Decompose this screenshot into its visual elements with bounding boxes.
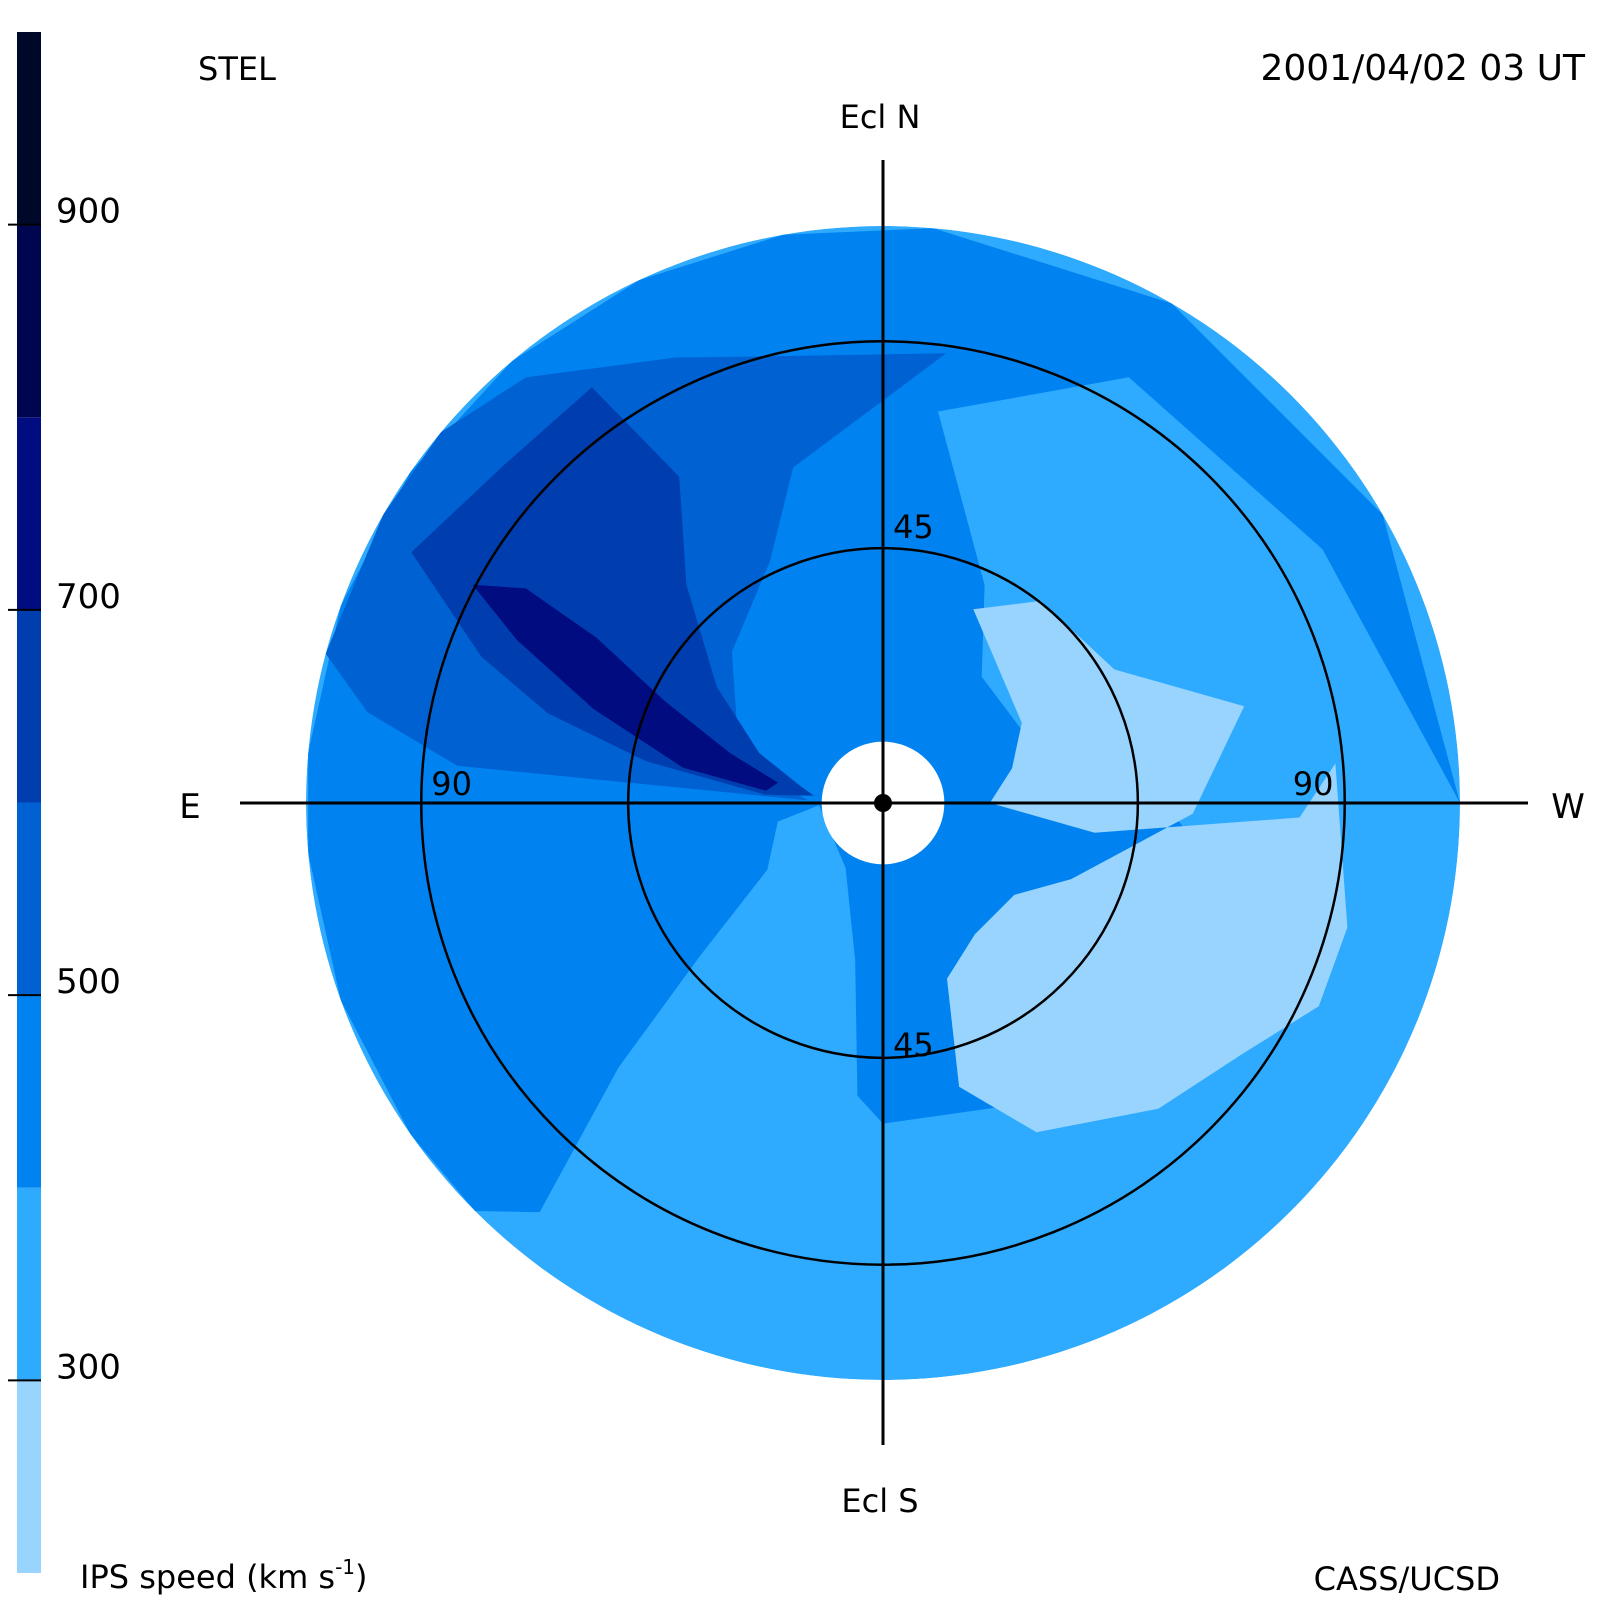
elongation-circle-90 [420,340,1346,1266]
sun-marker [874,794,892,812]
source-label: STEL [198,50,276,88]
elongation-circle-45 [626,546,1140,1060]
colorbar-level-5 [17,417,41,610]
colorbar-tick-label-700: 700 [56,577,121,617]
speed-region-2 [411,387,814,796]
colorbar-title-text: IPS speed (km s [80,1558,335,1596]
colorbar-level-7 [17,32,41,225]
colorbar-title: IPS speed (km s-1) [80,1555,368,1596]
direction-label-north: Ecl N [840,98,921,136]
colorbar-tick-label-900: 900 [56,192,121,232]
colorbar-title-end: ) [355,1558,367,1596]
colorbar-level-0 [17,1380,41,1573]
elongation-label-45-0: 45 [893,508,934,546]
colorbar-level-2 [17,995,41,1188]
credit-label: CASS/UCSD [1314,1560,1500,1598]
direction-label-east: E [179,787,200,827]
colorbar-tick-label-300: 300 [56,1347,121,1387]
elongation-label-45-1: 45 [893,1026,934,1064]
direction-label-south: Ecl S [841,1482,918,1520]
colorbar-level-1 [17,1187,41,1381]
colorbar: 300 500 700 900 [8,32,121,1573]
speed-region-3 [472,584,779,791]
elongation-label-90-0: 90 [431,765,472,803]
colorbar-level-6 [17,224,41,418]
colorbar-level-4 [17,609,41,803]
map-overlay: 45 45 90 90 [240,160,1528,1445]
colorbar-level-3 [17,802,41,996]
timestamp-label: 2001/04/02 03 UT [1260,48,1586,89]
direction-label-west: W [1551,787,1585,827]
elongation-label-90-1: 90 [1293,765,1334,803]
colorbar-tick-label-500: 500 [56,962,121,1002]
colorbar-title-superscript: -1 [335,1555,355,1579]
